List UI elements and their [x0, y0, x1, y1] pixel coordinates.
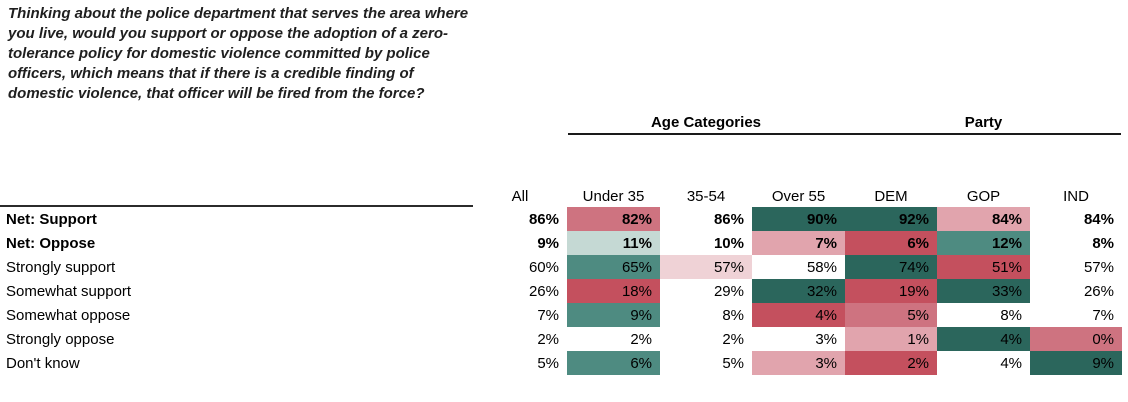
table-row: Strongly oppose 2% 2% 2% 3% 1% 4% 0%	[0, 327, 1128, 351]
value-cell: 18%	[567, 279, 660, 303]
value-cell: 7%	[1092, 306, 1114, 324]
value-cell: 2%	[630, 330, 652, 348]
value-cell: 5%	[722, 354, 744, 372]
column-header-ind: IND	[1063, 188, 1089, 205]
value-cell: 74%	[845, 255, 937, 279]
table-row: Strongly support 60% 65% 57% 58% 74% 51% 57%	[0, 255, 1128, 279]
row-label: Net: Oppose	[6, 234, 96, 252]
value-cell: 3%	[752, 351, 845, 375]
row-label: Strongly support	[6, 258, 116, 276]
column-group-underline	[568, 133, 1121, 135]
column-header-under-35: Under 35	[582, 188, 645, 205]
column-header-all: All	[511, 188, 529, 205]
value-cell: 51%	[937, 255, 1030, 279]
value-cell: 9%	[567, 303, 660, 327]
value-cell: 9%	[1030, 351, 1122, 375]
value-cell: 6%	[845, 231, 937, 255]
value-cell: 32%	[752, 279, 845, 303]
value-cell: 3%	[815, 330, 837, 348]
value-cell: 82%	[567, 207, 660, 231]
value-cell: 8%	[1000, 306, 1022, 324]
value-cell: 11%	[567, 231, 660, 255]
value-cell: 26%	[1083, 282, 1114, 300]
table-row: Somewhat oppose 7% 9% 8% 4% 5% 8% 7%	[0, 303, 1128, 327]
value-cell: 90%	[752, 207, 845, 231]
value-cell: 86%	[528, 210, 559, 228]
value-cell: 0%	[1030, 327, 1122, 351]
value-cell: 33%	[937, 279, 1030, 303]
table-row: Don't know 5% 6% 5% 3% 2% 4% 9%	[0, 351, 1128, 375]
column-group-age-categories: Age Categories	[650, 114, 762, 131]
value-cell: 86%	[713, 210, 744, 228]
value-cell: 19%	[845, 279, 937, 303]
value-cell: 5%	[845, 303, 937, 327]
table-row: Net: Oppose 9% 11% 10% 7% 6% 12% 8%	[0, 231, 1128, 255]
value-cell: 58%	[806, 258, 837, 276]
value-cell: 84%	[1083, 210, 1114, 228]
value-cell: 1%	[845, 327, 937, 351]
value-cell: 92%	[845, 207, 937, 231]
table-header-row: All Under 35 35-54 Over 55 DEM GOP IND	[0, 186, 1128, 207]
column-header-dem: DEM	[874, 188, 908, 205]
row-label: Net: Support	[6, 210, 97, 228]
value-cell: 2%	[722, 330, 744, 348]
value-cell: 4%	[937, 327, 1030, 351]
table-body: Net: Support 86% 82% 86% 90% 92% 84% 84% Net: Op…	[0, 207, 1128, 375]
table-row: Net: Support 86% 82% 86% 90% 92% 84% 84%	[0, 207, 1128, 231]
value-cell: 9%	[537, 234, 559, 252]
value-cell: 84%	[937, 207, 1030, 231]
value-cell: 12%	[937, 231, 1030, 255]
value-cell: 57%	[660, 255, 752, 279]
value-cell: 57%	[1083, 258, 1114, 276]
value-cell: 2%	[845, 351, 937, 375]
results-table: All Under 35 35-54 Over 55 DEM GOP IND N…	[0, 186, 1128, 375]
value-cell: 7%	[537, 306, 559, 324]
row-label: Don't know	[6, 354, 80, 372]
row-label: Somewhat support	[6, 282, 132, 300]
row-label-header	[0, 186, 473, 207]
value-cell: 7%	[752, 231, 845, 255]
value-cell: 5%	[537, 354, 559, 372]
row-label: Strongly oppose	[6, 330, 115, 348]
column-header-gop: GOP	[966, 188, 1001, 205]
column-group-party: Party	[964, 114, 1003, 131]
value-cell: 2%	[537, 330, 559, 348]
value-cell: 26%	[528, 282, 559, 300]
column-header-over-55: Over 55	[771, 188, 826, 205]
value-cell: 29%	[713, 282, 744, 300]
value-cell: 6%	[567, 351, 660, 375]
value-cell: 4%	[1000, 354, 1022, 372]
value-cell: 8%	[1092, 234, 1114, 252]
table-row: Somewhat support 26% 18% 29% 32% 19% 33% 26%	[0, 279, 1128, 303]
value-cell: 8%	[722, 306, 744, 324]
row-label: Somewhat oppose	[6, 306, 131, 324]
value-cell: 65%	[567, 255, 660, 279]
value-cell: 10%	[713, 234, 744, 252]
column-header-35-54: 35-54	[686, 188, 726, 205]
value-cell: 60%	[528, 258, 559, 276]
value-cell: 4%	[752, 303, 845, 327]
question-text: Thinking about the police department tha…	[8, 5, 469, 102]
